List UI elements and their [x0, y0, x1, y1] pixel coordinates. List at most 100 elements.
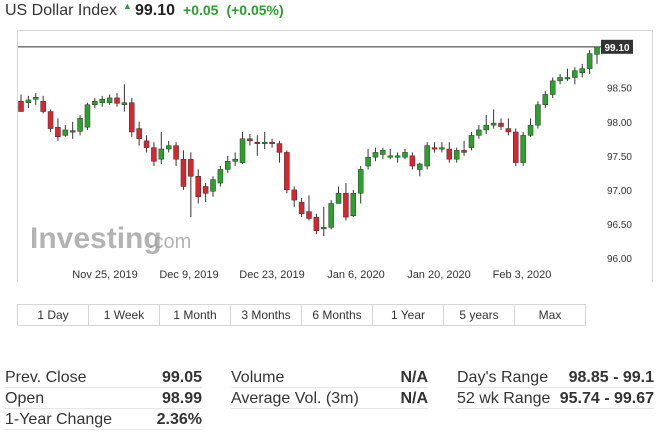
- stat-value: 2.36%: [156, 410, 202, 428]
- candle-body: [217, 169, 224, 184]
- stat-value: 99.05: [161, 368, 202, 386]
- stat-52-week-range: 52 wk Range 95.74 - 99.67: [457, 389, 654, 409]
- stat-open: Open 98.99: [5, 389, 202, 409]
- stat-average-volume: Average Vol. (3m) N/A: [231, 389, 428, 409]
- y-tick-label: 98.00: [607, 118, 632, 129]
- range-selector: 1 Day 1 Week 1 Month 3 Months 6 Months 1…: [17, 304, 586, 326]
- y-tick-label: 98.50: [607, 84, 632, 95]
- stat-volume: Volume N/A: [231, 368, 428, 388]
- watermark-logo-suffix: .com: [148, 231, 191, 253]
- candle-body: [513, 131, 519, 163]
- candle-body: [572, 70, 578, 78]
- candle-body: [92, 101, 98, 105]
- candle-body: [298, 201, 305, 214]
- candle-body: [439, 147, 445, 150]
- candle-body: [424, 145, 430, 167]
- candle-body: [33, 96, 39, 100]
- candle-body: [261, 141, 268, 144]
- candle-body: [328, 203, 334, 228]
- candle-body: [188, 158, 194, 177]
- range-1-day-button[interactable]: 1 Day: [18, 305, 89, 325]
- candle-body: [291, 189, 297, 201]
- candle-body: [431, 147, 438, 150]
- candle-body: [129, 102, 135, 133]
- stat-days-range: Day's Range 98.85 - 99.1: [457, 368, 654, 388]
- candle-body: [594, 46, 600, 55]
- candle-body: [151, 147, 157, 162]
- x-tick-label: Nov 25, 2019: [72, 269, 137, 281]
- x-tick-label: Dec 9, 2019: [159, 269, 218, 281]
- candle-body: [579, 68, 585, 73]
- stat-label: Open: [5, 389, 45, 407]
- candle-body: [343, 193, 349, 218]
- candle-body: [173, 145, 179, 160]
- candle-body: [453, 150, 460, 160]
- range-1-month-button[interactable]: 1 Month: [160, 305, 231, 325]
- candle-body: [321, 227, 327, 230]
- x-tick-label: Jan 20, 2020: [407, 269, 471, 281]
- candle-body: [165, 145, 172, 150]
- candle-body: [269, 141, 275, 144]
- candle-body: [350, 193, 357, 217]
- stat-prev-close: Prev. Close 99.05: [5, 368, 202, 388]
- up-arrow-icon: ▲: [123, 1, 132, 11]
- candle-body: [527, 124, 534, 136]
- candle-body: [335, 193, 342, 204]
- candle-body: [47, 111, 54, 129]
- candle-body: [520, 135, 526, 163]
- candle-body: [195, 176, 201, 197]
- x-tick-label: Feb 3, 2020: [493, 269, 552, 281]
- candle-body: [143, 140, 150, 148]
- candle-body: [365, 156, 371, 167]
- range-5-years-button[interactable]: 5 years: [444, 305, 515, 325]
- candle-body: [306, 211, 312, 219]
- candle-body: [372, 152, 379, 158]
- candle-body: [136, 128, 142, 140]
- stat-value: N/A: [400, 368, 428, 386]
- candle-body: [498, 122, 504, 127]
- stat-label: Prev. Close: [5, 368, 87, 386]
- candle-body: [210, 179, 216, 192]
- candle-body: [535, 104, 541, 126]
- stat-value: 98.99: [161, 389, 202, 407]
- candle-body: [461, 150, 467, 153]
- candle-body: [202, 186, 209, 194]
- candle-body: [106, 97, 113, 103]
- range-1-year-button[interactable]: 1 Year: [373, 305, 444, 325]
- candle-body: [254, 141, 261, 144]
- candle-body: [476, 129, 482, 136]
- candle-body: [549, 80, 556, 95]
- range-3-months-button[interactable]: 3 Months: [231, 305, 302, 325]
- price-change: +0.05: [183, 2, 219, 18]
- stat-label: Average Vol. (3m): [231, 389, 359, 407]
- x-tick-label: Dec 23, 2019: [239, 269, 304, 281]
- candlestick-chart: Investing.com 96.00 96.50 97.00 97.50 98.00 98…: [18, 39, 633, 281]
- y-tick-label: 96.00: [607, 254, 632, 265]
- candle-body: [239, 138, 246, 163]
- y-tick-label: 97.00: [607, 186, 632, 197]
- y-tick-label: 96.50: [607, 220, 632, 231]
- stat-label: Day's Range: [457, 368, 549, 386]
- range-6-months-button[interactable]: 6 Months: [302, 305, 373, 325]
- watermark-logo: Investing: [30, 222, 162, 255]
- candle-body: [313, 216, 320, 231]
- stat-value: 98.85 - 99.1: [568, 368, 654, 386]
- range-1-week-button[interactable]: 1 Week: [89, 305, 160, 325]
- candle-body: [542, 94, 549, 105]
- candle-body: [490, 122, 497, 126]
- last-price-tag: [601, 39, 633, 54]
- candle-body: [232, 158, 238, 162]
- candle-body: [99, 99, 105, 103]
- candle-body: [84, 104, 91, 128]
- candle-body: [247, 138, 253, 142]
- range-max-button[interactable]: Max: [538, 308, 562, 322]
- x-tick-label: Jan 6, 2020: [327, 269, 385, 281]
- quote-header: US Dollar Index ▲ 99.10 +0.05 (+0.05%): [5, 1, 284, 24]
- price-change-percent: (+0.05%): [226, 2, 284, 18]
- candle-body: [158, 148, 165, 160]
- last-price: 99.10: [134, 2, 176, 19]
- candle-body: [55, 126, 61, 137]
- candle-body: [417, 163, 423, 170]
- candle-body: [62, 129, 69, 136]
- candle-body: [69, 130, 76, 133]
